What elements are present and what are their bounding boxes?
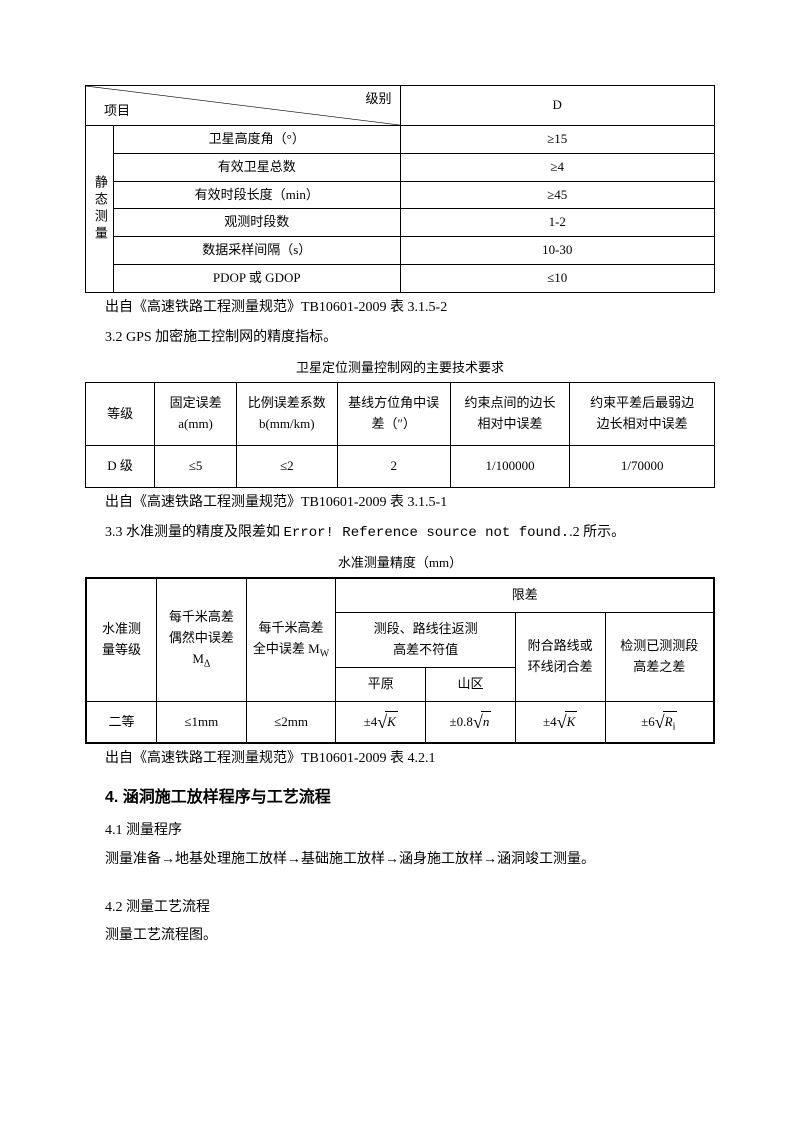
text: 测段、路线往返测: [374, 621, 478, 636]
cell: D 级: [86, 445, 155, 487]
col-header: 等级: [86, 383, 155, 446]
row-label: 有效卫星总数: [114, 153, 401, 181]
text: 环线闭合差: [528, 659, 593, 674]
col-loop: 附合路线或 环线闭合差: [515, 613, 605, 701]
section-3-3: 3.3 水准测量的精度及限差如 Error! Reference source …: [105, 522, 715, 544]
table2-title: 卫星定位测量控制网的主要技术要求: [85, 358, 715, 379]
text: 偶然中误差: [169, 630, 234, 645]
col-segment: 测段、路线往返测 高差不符值: [336, 613, 515, 668]
text: 每千米高差: [259, 620, 324, 635]
radicand: R: [665, 714, 673, 729]
col-mountain: 山区: [426, 667, 516, 701]
cell-grade: 二等: [86, 701, 156, 743]
section-4-1-body: 测量准备→地基处理施工放样→基础施工放样→涵身施工放样→涵洞竣工测量。: [105, 849, 715, 871]
row-value: 1-2: [400, 209, 715, 237]
table2-caption: 出自《高速铁路工程测量规范》TB10601-2009 表 3.1.5-1: [105, 492, 715, 514]
table3-caption: 出自《高速铁路工程测量规范》TB10601-2009 表 4.2.1: [105, 748, 715, 770]
document-page: 级别 项目 D 静态测量 卫星高度角（°） ≥15 有效卫星总数≥4 有效时段长…: [0, 0, 800, 1014]
radicand: K: [387, 714, 396, 729]
table1-caption: 出自《高速铁路工程测量规范》TB10601-2009 表 3.1.5-2: [105, 297, 715, 319]
col-full-error: 每千米高差 全中误差 MW: [246, 578, 336, 701]
col-plain: 平原: [336, 667, 426, 701]
radicand: K: [567, 714, 576, 729]
subscript: W: [320, 648, 329, 659]
cell: ≤2mm: [246, 701, 336, 743]
section-4-title: 4. 涵洞施工放样程序与工艺流程: [105, 785, 715, 811]
table-gps-precision: 等级 固定误差 a(mm) 比例误差系数 b(mm/km) 基线方位角中误 差（…: [85, 382, 715, 487]
text: ±0.8: [450, 714, 473, 729]
text: ±4: [364, 714, 378, 729]
col-limits: 限差: [336, 578, 714, 612]
cell: 1/70000: [570, 445, 715, 487]
side-label-static: 静态测量: [86, 126, 114, 293]
text: 每千米高差: [169, 609, 234, 624]
section-4-2-body: 测量工艺流程图。: [105, 925, 715, 947]
row-label: 观测时段数: [114, 209, 401, 237]
text: ±6: [641, 714, 655, 729]
section-3-2: 3.2 GPS 加密施工控制网的精度指标。: [105, 327, 715, 349]
subscript: i: [673, 721, 676, 732]
row-label: 有效时段长度（min）: [114, 181, 401, 209]
row-value: 10-30: [400, 237, 715, 265]
table-leveling-precision: 水准测 量等级 每千米高差 偶然中误差 MΔ 每千米高差 全中误差 MW 限差 …: [85, 577, 715, 744]
table-gps-observation: 级别 项目 D 静态测量 卫星高度角（°） ≥15 有效卫星总数≥4 有效时段长…: [85, 85, 715, 293]
cell: 2: [337, 445, 450, 487]
col-header: 比例误差系数 b(mm/km): [236, 383, 337, 446]
cell: ≤1mm: [156, 701, 246, 743]
radicand: n: [483, 714, 490, 729]
row-label: PDOP 或 GDOP: [114, 264, 401, 292]
text: 高差不符值: [393, 642, 458, 657]
text: 高差之差: [633, 659, 685, 674]
header-item: 项目: [104, 101, 130, 122]
row-value: ≥45: [400, 181, 715, 209]
header-level: 级别: [365, 89, 391, 110]
row-value: ≤10: [400, 264, 715, 292]
section-4-2: 4.2 测量工艺流程: [105, 897, 715, 919]
section-4-1: 4.1 测量程序: [105, 820, 715, 842]
subscript: Δ: [204, 659, 210, 670]
cell-formula: ±0.8√n: [426, 701, 516, 743]
row-label: 卫星高度角（°）: [114, 126, 401, 154]
col-header: 约束点间的边长 相对中误差: [450, 383, 570, 446]
cell-formula: ±4√K: [515, 701, 605, 743]
cell-formula: ±4√K: [336, 701, 426, 743]
text: 全中误差 M: [253, 641, 320, 656]
cell: ≤2: [236, 445, 337, 487]
text: ±4: [543, 714, 557, 729]
text: 附合路线或: [528, 638, 593, 653]
diagonal-header-cell: 级别 项目: [86, 86, 401, 126]
text: 3.3 水准测量的精度及限差如: [105, 525, 284, 540]
row-value: ≥4: [400, 153, 715, 181]
error-ref: Error! Reference source not found.: [284, 525, 570, 541]
text: M: [192, 651, 204, 666]
row-label: 数据采样间隔（s）: [114, 237, 401, 265]
row-value: ≥15: [400, 126, 715, 154]
col-detect: 检测已测测段 高差之差: [605, 613, 714, 701]
col-random-error: 每千米高差 偶然中误差 MΔ: [156, 578, 246, 701]
table3-title: 水准测量精度（mm）: [85, 553, 715, 574]
text: 检测已测测段: [620, 638, 698, 653]
header-d: D: [400, 86, 715, 126]
col-header: 基线方位角中误 差（″）: [337, 383, 450, 446]
col-header: 约束平差后最弱边 边长相对中误差: [570, 383, 715, 446]
text: .2 所示。: [569, 525, 625, 540]
cell-formula: ±6√Ri: [605, 701, 714, 743]
cell: ≤5: [155, 445, 237, 487]
col-grade: 水准测 量等级: [86, 578, 156, 701]
cell: 1/100000: [450, 445, 570, 487]
col-header: 固定误差 a(mm): [155, 383, 237, 446]
